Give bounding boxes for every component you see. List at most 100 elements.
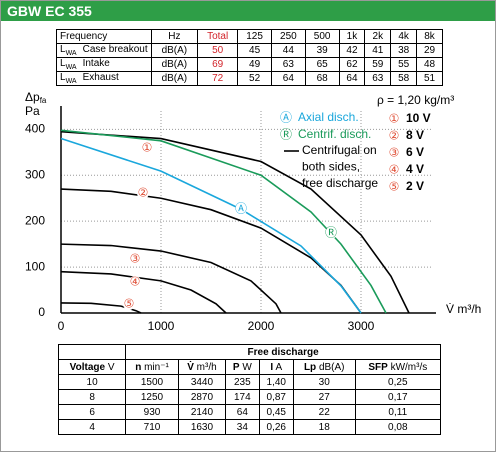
legend-marker: ④ [389,163,400,177]
cell: 64 [225,404,260,420]
column-unit: V [107,361,115,373]
cell: 0,08 [354,419,442,435]
column-header: 1k [338,29,366,44]
legend-marker: ③ [389,146,400,160]
curve-marker: Ⓐ [235,202,247,216]
total: 69 [197,57,239,72]
sound-row: LWA Intake dB(A) 69 49 63 65 62 59 55 48 [56,57,443,72]
column-header: 4k [390,29,418,44]
cell: 1500 [125,374,179,390]
cell: 0,26 [258,419,294,435]
y-tick-label: 100 [25,259,45,273]
data-row: 6 930 2140 64 0,45 22 0,11 [57,404,442,420]
column-symbol: Lp [303,361,317,373]
empty-cell [57,344,127,360]
cell: 22 [292,404,356,420]
cell: 10 [57,374,127,390]
group-header: Free discharge [125,344,441,360]
column-header: Hz [150,29,199,44]
legend-marker: ① [389,112,400,126]
legend-marker: Ⓐ [280,111,292,125]
y-tick-label: 0 [38,305,45,319]
column-symbol: SFP [368,361,388,373]
column-symbol: V̇ [187,361,194,373]
legend-label: 10 V [406,111,431,125]
column-header: 250 [270,29,306,44]
cell: 710 [125,419,179,435]
symbol: L [60,44,66,55]
band-value: 44 [270,43,306,58]
group-row: Free discharge [57,344,441,360]
row-label: LWA Exhaust [56,71,152,86]
band-value: 55 [390,57,418,72]
row-name: Exhaust [82,72,119,83]
band-value: 52 [237,71,272,86]
row-name: Case breakout [82,44,148,55]
cell: 1,40 [258,374,294,390]
cell: 2140 [177,404,227,420]
cell: 3440 [177,374,227,390]
band-value: 65 [304,57,340,72]
column-header: P W [225,359,260,375]
legend-label: both sides, [302,160,360,174]
curve [60,243,282,314]
marker-bg [141,142,153,154]
curve [60,188,362,314]
column-header: n min⁻¹ [125,359,179,375]
column-symbol: P [232,361,240,373]
legend-marker: ⑤ [389,180,400,194]
band-value: 38 [390,43,418,58]
column-header: 8k [416,29,443,44]
legend-label: Centrif. disch. [298,127,371,141]
band-value: 64 [338,71,366,86]
data-row: 10 1500 3440 235 1,40 30 0,25 [57,374,442,390]
x-tick-label: 0 [58,319,65,333]
curve-marker: ⑤ [124,297,135,311]
cell: 930 [125,404,179,420]
x-tick-label: 1000 [148,319,175,333]
cell: 0,45 [258,404,294,420]
column-header: 2k [364,29,392,44]
marker-bg [235,203,247,215]
y-label-sub: fa [40,96,47,105]
row-name: Intake [82,58,110,69]
y-tick-label: 300 [25,167,45,181]
cell: 6 [57,404,127,420]
legend-label: free discharge [302,176,378,190]
column-header: Lp dB(A) [292,359,356,375]
legend-label: 6 V [406,145,424,159]
band-value: 29 [416,43,443,58]
curve-marker: ① [142,141,153,155]
column-header: SFP kW/m³/s [354,359,442,375]
marker-bg [325,227,337,239]
marker-bg [129,253,141,265]
column-unit: kW/m³/s [390,361,428,373]
band-value: 63 [270,57,306,72]
sound-row: LWA Case breakout dB(A) 50 45 44 39 42 41 38 29 [56,43,443,58]
band-value: 41 [364,43,392,58]
curve [60,130,410,314]
curve [60,270,227,314]
y-axis-label: Δpfa [25,90,47,105]
legend-label: 8 V [406,128,424,142]
band-value: 51 [416,71,443,86]
curve-marker: ② [138,186,149,200]
column-unit: dB(A) [318,361,345,373]
curve-marker: ③ [130,252,141,266]
y-tick-label: 200 [25,213,45,227]
row-label: LWA Case breakout [56,43,152,58]
marker-bg [129,276,141,288]
symbol-sub: WA [65,50,77,57]
curve-marker: ④ [130,275,141,289]
legend-label: Centrifugal on [302,143,377,157]
column-symbol: I [270,361,274,373]
cell: 174 [225,389,260,405]
cell: 0,11 [354,404,442,420]
cell: 18 [292,419,356,435]
symbol-sub: WA [65,64,77,71]
cell: 1250 [125,389,179,405]
band-value: 68 [304,71,340,86]
